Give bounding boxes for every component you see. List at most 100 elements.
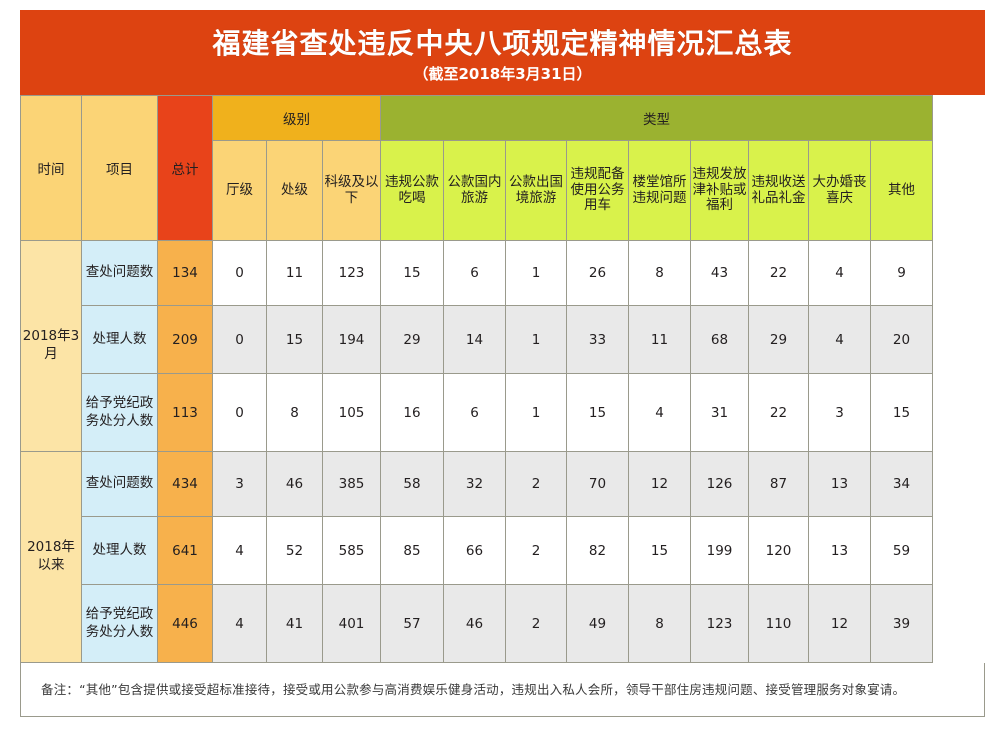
- cell-type-1: 66: [443, 516, 506, 585]
- cell-level-2: 585: [322, 516, 381, 585]
- cell-type-3: 33: [566, 305, 629, 374]
- cell-level-2: 123: [322, 240, 381, 306]
- cell-type-3: 82: [566, 516, 629, 585]
- header-group-level: 级别: [212, 95, 381, 141]
- header-type-col-8: 其他: [869, 140, 934, 241]
- cell-type-6: 22: [748, 373, 809, 452]
- cell-type-8: 59: [869, 516, 934, 585]
- cell-type-8: 34: [869, 451, 934, 517]
- cell-level-2: 105: [322, 373, 381, 452]
- row-time-label-1: 2018年以来: [20, 451, 82, 663]
- cell-type-7: 12: [808, 584, 871, 663]
- cell-level-1: 46: [266, 451, 323, 517]
- cell-level-0: 4: [212, 584, 267, 663]
- cell-level-1: 41: [266, 584, 323, 663]
- cell-type-4: 4: [628, 373, 691, 452]
- cell-level-1: 8: [266, 373, 323, 452]
- cell-type-4: 12: [628, 451, 691, 517]
- row-item-label: 处理人数: [81, 516, 158, 585]
- cell-type-7: 4: [808, 305, 871, 374]
- cell-type-6: 29: [748, 305, 809, 374]
- cell-type-5: 68: [690, 305, 749, 374]
- cell-level-2: 194: [322, 305, 381, 374]
- header-subcolumn-row: 厅级 处级 科级及以下 违规公款吃喝 公款国内旅游 公款出国境旅游 违规配备使用公务用车 楼堂…: [21, 140, 986, 241]
- cell-type-6: 110: [748, 584, 809, 663]
- statistics-table: 时间 项目 总计 级别 类型 厅级 处级 科级及以下 违规公款吃喝 公款国内旅游 公款出国境旅游 违规…: [20, 95, 986, 663]
- header-type-col-7: 大办婚丧喜庆: [808, 140, 871, 241]
- cell-type-0: 57: [380, 584, 444, 663]
- cell-type-7: 4: [808, 240, 871, 306]
- table-row: 2018年以来 查处问题数 434 3 46 385 58 32 2 70 12 126 87 13 34: [20, 451, 986, 663]
- cell-type-8: 20: [869, 305, 934, 374]
- cell-type-8: 39: [869, 584, 934, 663]
- cell-level-1: 15: [266, 305, 323, 374]
- row-item-label: 查处问题数: [81, 451, 158, 517]
- cell-type-7: 13: [808, 516, 871, 585]
- cell-level-1: 52: [266, 516, 323, 585]
- table-row: 给予党纪政务处分人数 113 0 8 105 16 6 1 15 4 31 22 3 15: [21, 373, 986, 452]
- header-level-col-1: 处级: [266, 140, 323, 241]
- row-item-label: 给予党纪政务处分人数: [81, 584, 158, 663]
- cell-type-0: 16: [380, 373, 444, 452]
- cell-type-3: 49: [566, 584, 629, 663]
- cell-type-6: 120: [748, 516, 809, 585]
- cell-type-2: 2: [505, 584, 567, 663]
- cell-type-0: 29: [380, 305, 444, 374]
- cell-type-2: 2: [505, 451, 567, 517]
- cell-type-4: 11: [628, 305, 691, 374]
- row-total-value: 446: [157, 584, 213, 663]
- header-level-col-2: 科级及以下: [322, 140, 381, 241]
- cell-type-1: 6: [443, 373, 506, 452]
- row-time-label-0: 2018年3月: [20, 240, 82, 452]
- page-subtitle: （截至2018年3月31日）: [413, 65, 592, 83]
- header-group-row: 时间 项目 总计 级别 类型: [20, 95, 986, 241]
- cell-type-3: 26: [566, 240, 629, 306]
- row-total-value: 113: [157, 373, 213, 452]
- cell-type-5: 123: [690, 584, 749, 663]
- cell-level-0: 0: [212, 373, 267, 452]
- row-item-label: 查处问题数: [81, 240, 158, 306]
- header-level-col-0: 厅级: [212, 140, 267, 241]
- footnote: 备注：“其他”包含提供或接受超标准接待，接受或用公款参与高消费娱乐健身活动，违规…: [20, 663, 985, 717]
- cell-type-1: 32: [443, 451, 506, 517]
- cell-level-2: 385: [322, 451, 381, 517]
- cell-type-6: 22: [748, 240, 809, 306]
- header-type-col-3: 违规配备使用公务用车: [566, 140, 629, 241]
- cell-type-6: 87: [748, 451, 809, 517]
- row-total-value: 209: [157, 305, 213, 374]
- cell-type-3: 70: [566, 451, 629, 517]
- cell-level-0: 0: [212, 240, 267, 306]
- header-type-col-4: 楼堂馆所违规问题: [628, 140, 691, 241]
- row-item-label: 处理人数: [81, 305, 158, 374]
- table-row: 处理人数 641 4 52 585 85 66 2 82 15 199 120 13 59: [21, 516, 986, 585]
- row-item-label: 给予党纪政务处分人数: [81, 373, 158, 452]
- cell-level-2: 401: [322, 584, 381, 663]
- cell-type-5: 126: [690, 451, 749, 517]
- header-group-type: 类型: [379, 95, 934, 141]
- cell-type-4: 8: [628, 584, 691, 663]
- page-title: 福建省查处违反中央八项规定精神情况汇总表: [212, 27, 793, 60]
- cell-type-2: 2: [505, 516, 567, 585]
- cell-type-7: 3: [808, 373, 871, 452]
- row-total-value: 434: [157, 451, 213, 517]
- cell-type-2: 1: [505, 240, 567, 306]
- cell-level-0: 3: [212, 451, 267, 517]
- cell-type-5: 199: [690, 516, 749, 585]
- cell-type-4: 8: [628, 240, 691, 306]
- cell-type-3: 15: [566, 373, 629, 452]
- cell-type-8: 9: [869, 240, 934, 306]
- header-type-col-5: 违规发放津补贴或福利: [690, 140, 749, 241]
- table-row: 2018年3月 查处问题数 134 0 11 123 15 6 1 26 8 43 22 4 9: [20, 240, 986, 452]
- cell-type-0: 85: [380, 516, 444, 585]
- cell-type-1: 14: [443, 305, 506, 374]
- title-banner: 福建省查处违反中央八项规定精神情况汇总表 （截至2018年3月31日）: [20, 10, 985, 95]
- cell-type-8: 15: [869, 373, 934, 452]
- cell-level-0: 0: [212, 305, 267, 374]
- table-row: 处理人数 209 0 15 194 29 14 1 33 11 68 29 4 20: [21, 305, 986, 374]
- table-row: 给予党纪政务处分人数 446 4 41 401 57 46 2 49 8 123 110 12 39: [21, 584, 986, 663]
- cell-level-0: 4: [212, 516, 267, 585]
- cell-type-0: 15: [380, 240, 444, 306]
- cell-type-1: 6: [443, 240, 506, 306]
- row-total-value: 641: [157, 516, 213, 585]
